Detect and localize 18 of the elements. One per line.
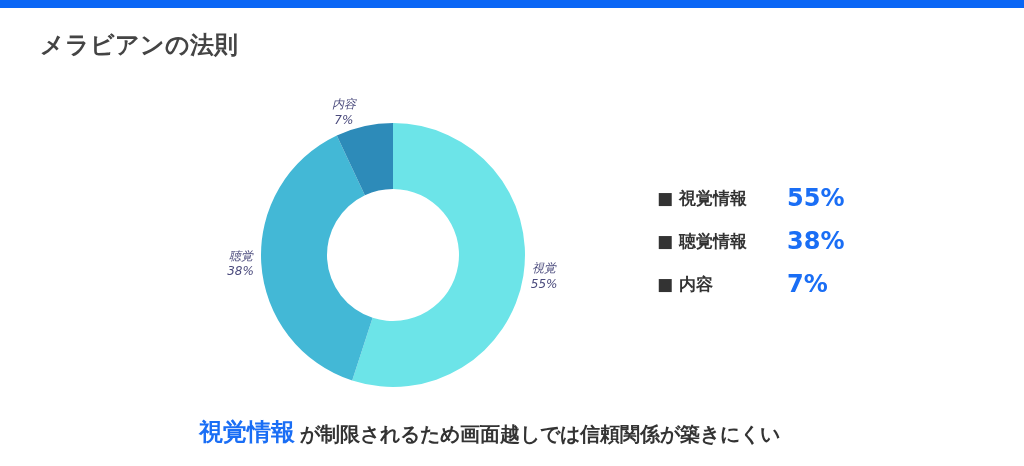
text: ■ 内容 bbox=[657, 274, 713, 294]
text: ■ 視覚情報 bbox=[657, 188, 748, 208]
text: 7% bbox=[787, 270, 828, 298]
text: 38% bbox=[787, 227, 845, 255]
donut-slice bbox=[352, 123, 525, 387]
chart-title: メラビアンの法則 bbox=[40, 31, 238, 60]
text: ■ 聴覚情報 bbox=[657, 231, 748, 251]
data-label: 7% bbox=[334, 112, 354, 127]
slice-label: 聴覚 bbox=[228, 248, 254, 263]
data-label: 55% bbox=[530, 276, 558, 291]
data-label: 38% bbox=[227, 264, 254, 279]
slice-label: 視覚 bbox=[532, 261, 558, 276]
text: 視覚情報 bbox=[198, 418, 295, 446]
donut-slice bbox=[336, 123, 393, 196]
donut-slice bbox=[261, 135, 373, 381]
text: が制限されるため画面越しでは信頼関係が築きにくい bbox=[299, 422, 780, 446]
slice-label: 内容 bbox=[331, 97, 357, 112]
text: 55% bbox=[787, 184, 845, 212]
